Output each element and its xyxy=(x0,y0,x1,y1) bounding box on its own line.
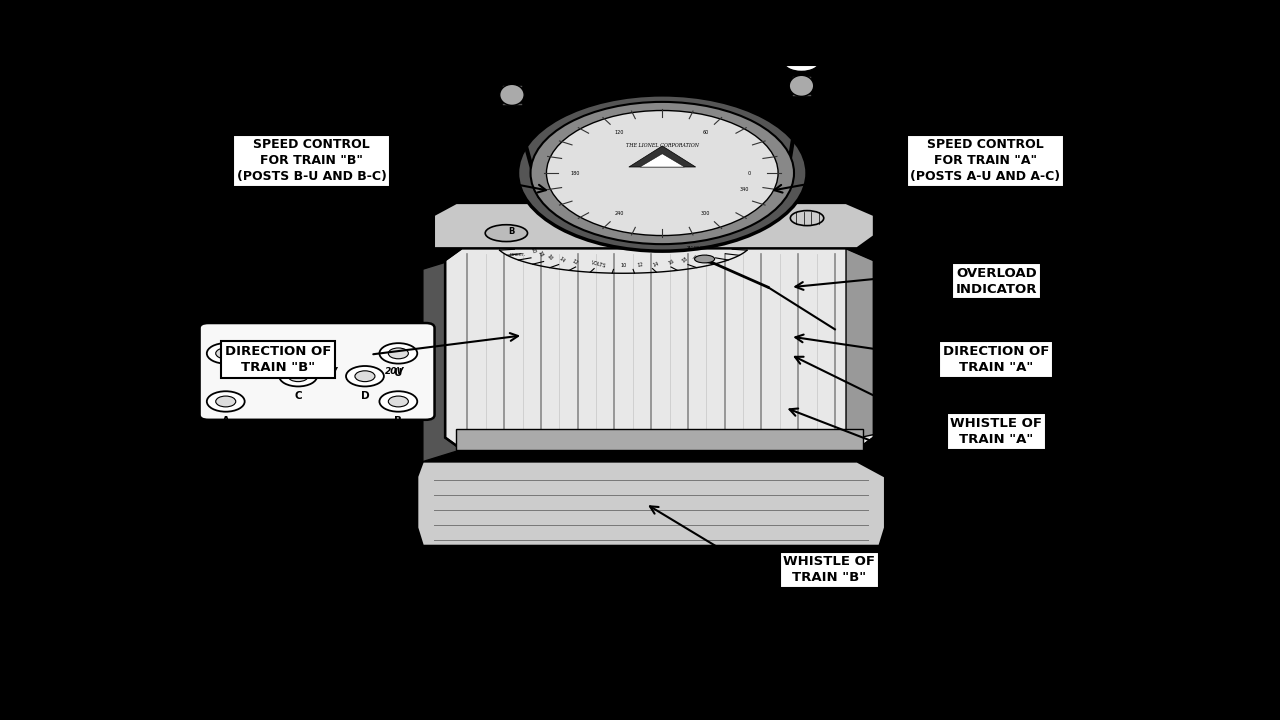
Text: DIRECTION OF
TRAIN "A": DIRECTION OF TRAIN "A" xyxy=(943,345,1050,374)
Polygon shape xyxy=(417,462,884,546)
Text: 14V: 14V xyxy=(319,367,338,376)
Ellipse shape xyxy=(790,76,814,96)
Circle shape xyxy=(279,366,317,387)
Text: 18: 18 xyxy=(536,250,544,258)
Ellipse shape xyxy=(499,84,525,105)
Ellipse shape xyxy=(485,225,527,241)
Text: D: D xyxy=(361,391,369,400)
Text: SPEED CONTROL
FOR TRAIN "A"
(POSTS A-U AND A-C): SPEED CONTROL FOR TRAIN "A" (POSTS A-U A… xyxy=(910,138,1060,184)
Text: OVERLOAD
INDICATOR: OVERLOAD INDICATOR xyxy=(956,266,1037,296)
Text: 60: 60 xyxy=(703,130,709,135)
Ellipse shape xyxy=(690,216,723,229)
Text: 16: 16 xyxy=(545,253,554,261)
Circle shape xyxy=(288,371,308,382)
Text: 20: 20 xyxy=(530,246,536,254)
Polygon shape xyxy=(445,248,874,449)
Text: B: B xyxy=(508,228,515,236)
Text: C: C xyxy=(294,391,302,400)
Circle shape xyxy=(216,396,236,407)
Polygon shape xyxy=(456,428,863,449)
Text: A: A xyxy=(221,416,229,426)
Circle shape xyxy=(207,391,244,412)
Text: 240: 240 xyxy=(614,211,623,216)
Ellipse shape xyxy=(530,102,794,244)
Circle shape xyxy=(379,391,417,412)
Text: Figure 1—Type "KW" Multi-Control Transformer: Figure 1—Type "KW" Multi-Control Transfo… xyxy=(452,689,828,703)
Text: 6V: 6V xyxy=(246,344,259,353)
Text: 120: 120 xyxy=(614,130,623,135)
Text: 340: 340 xyxy=(740,186,749,192)
Polygon shape xyxy=(640,154,685,167)
Text: DIRECT-: DIRECT- xyxy=(509,253,526,257)
Text: A: A xyxy=(799,58,805,66)
FancyBboxPatch shape xyxy=(200,323,434,420)
Circle shape xyxy=(388,348,408,359)
Circle shape xyxy=(216,348,236,359)
Ellipse shape xyxy=(790,210,824,225)
Text: 20V: 20V xyxy=(385,367,404,376)
Ellipse shape xyxy=(695,255,714,263)
Text: 12: 12 xyxy=(571,258,580,266)
Text: 14: 14 xyxy=(653,261,660,268)
Text: VOLTS: VOLTS xyxy=(590,261,607,269)
Text: 300: 300 xyxy=(701,211,710,216)
Circle shape xyxy=(346,366,384,387)
Ellipse shape xyxy=(517,95,808,251)
Ellipse shape xyxy=(547,110,778,235)
Circle shape xyxy=(783,52,819,71)
Polygon shape xyxy=(846,248,874,441)
Circle shape xyxy=(379,343,417,364)
Text: B: B xyxy=(394,416,402,426)
Circle shape xyxy=(207,343,244,364)
Polygon shape xyxy=(434,203,874,248)
Text: U: U xyxy=(394,368,403,378)
Circle shape xyxy=(388,396,408,407)
Polygon shape xyxy=(422,257,462,462)
Text: DIRECTION OF
TRAIN "B": DIRECTION OF TRAIN "B" xyxy=(225,345,332,374)
Text: 180: 180 xyxy=(571,171,580,176)
Text: WHISTLE OF
TRAIN "A": WHISTLE OF TRAIN "A" xyxy=(950,417,1042,446)
Text: 10: 10 xyxy=(621,263,626,268)
Text: 16: 16 xyxy=(667,258,676,266)
Text: 20: 20 xyxy=(692,253,700,261)
Text: 14: 14 xyxy=(558,256,566,264)
Text: NEW YORK: NEW YORK xyxy=(648,156,677,161)
Text: THE LIONEL CORPORATION: THE LIONEL CORPORATION xyxy=(626,143,699,148)
Text: U: U xyxy=(221,368,230,378)
Text: "A"-WHIS: "A"-WHIS xyxy=(686,246,705,250)
Text: WHISTLE OF
TRAIN "B": WHISTLE OF TRAIN "B" xyxy=(783,555,876,585)
Text: 18: 18 xyxy=(681,256,689,264)
Text: 0: 0 xyxy=(748,171,750,176)
Circle shape xyxy=(355,371,375,382)
Text: 12: 12 xyxy=(636,262,644,268)
Text: SPEED CONTROL
FOR TRAIN "B"
(POSTS B-U AND B-C): SPEED CONTROL FOR TRAIN "B" (POSTS B-U A… xyxy=(237,138,387,184)
Text: TERMINAL PANEL
(REAR OF TRANSFORMER): TERMINAL PANEL (REAR OF TRANSFORMER) xyxy=(219,432,415,462)
Polygon shape xyxy=(628,146,696,167)
